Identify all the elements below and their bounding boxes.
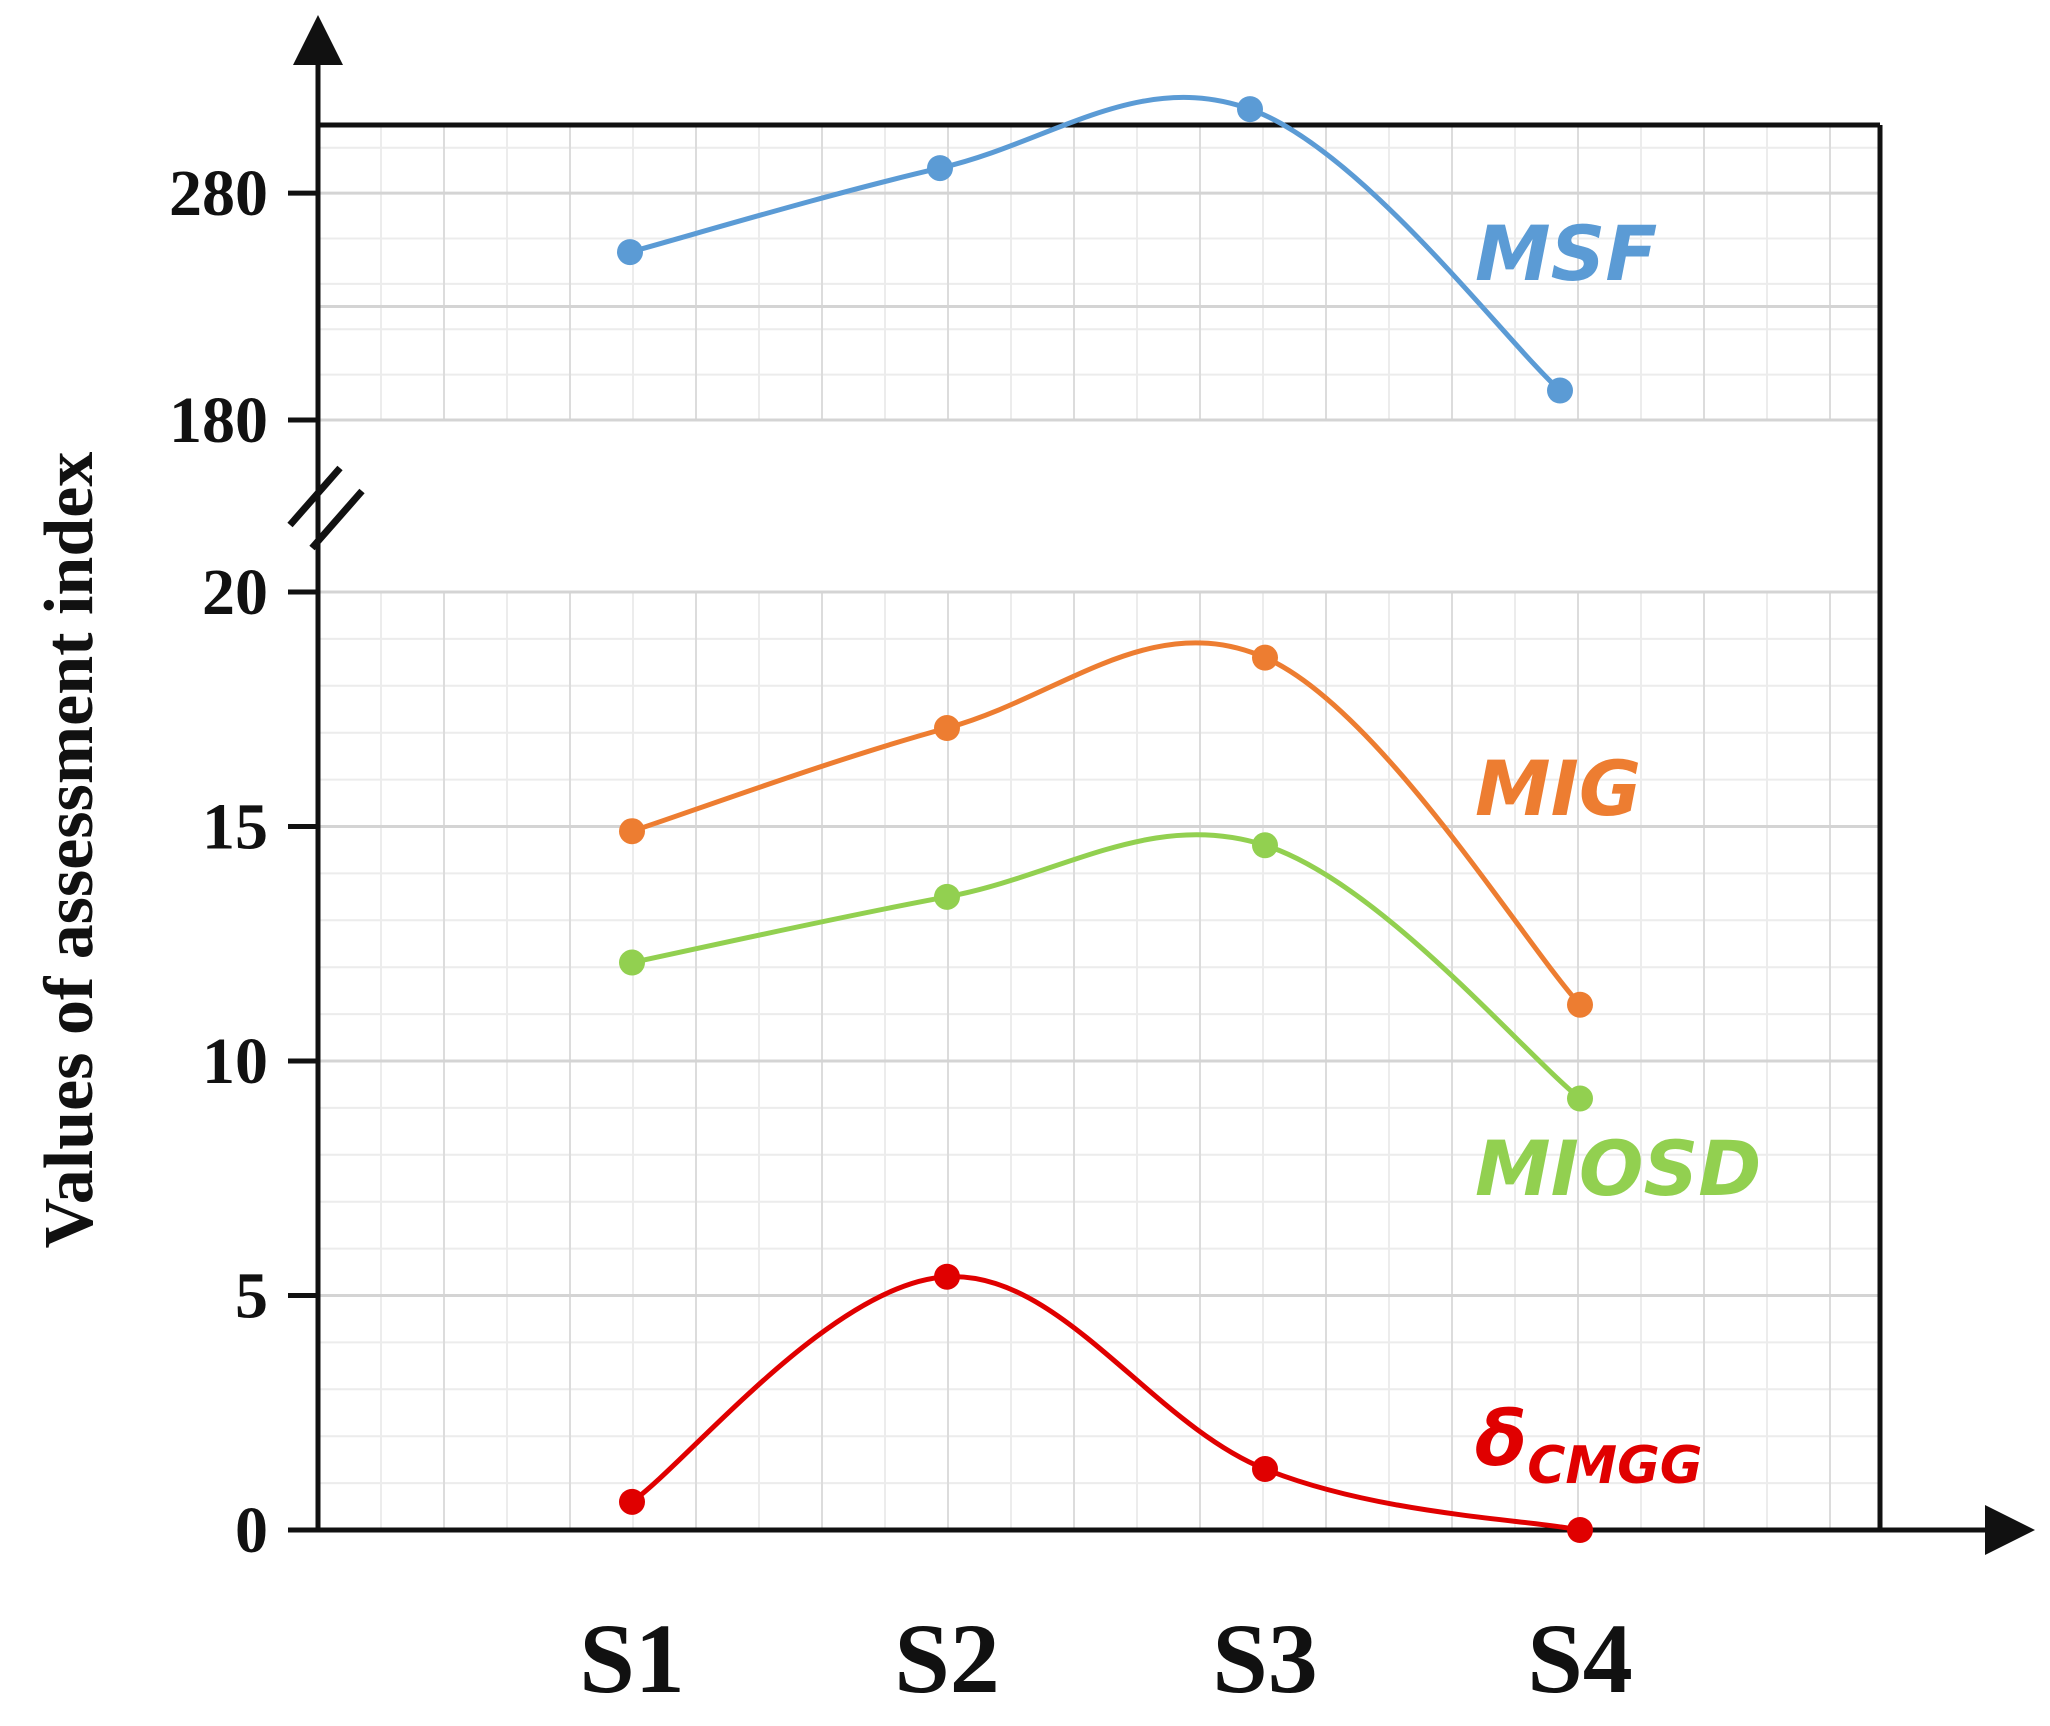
data-point (1567, 1085, 1593, 1112)
data-point (1252, 644, 1278, 671)
y-tick-label: 20 (202, 556, 268, 629)
data-point (1567, 991, 1593, 1018)
x-tick-label: S2 (894, 1603, 1000, 1714)
series-line (629, 94, 1562, 393)
lower-panel-grid (318, 590, 1880, 1532)
y-tick-label: 180 (169, 384, 268, 457)
y-tick-label: 0 (235, 1494, 268, 1567)
data-point (927, 155, 953, 182)
series-label-subscript: CMGG (1527, 1436, 1702, 1496)
data-point (619, 818, 645, 845)
axis-break-marks (287, 465, 365, 551)
x-tick-label: S1 (579, 1603, 685, 1714)
y-tick-label: 10 (202, 1025, 268, 1098)
y-tick-label: 15 (202, 791, 268, 864)
series-label: δCMGG (1475, 1394, 1703, 1496)
data-point (1252, 1456, 1278, 1483)
series-mig: MIG (619, 640, 1641, 1018)
series-line (630, 1274, 1581, 1533)
upper-panel-grid (318, 125, 1880, 422)
series-msf: MSF (617, 94, 1657, 404)
series-line (631, 832, 1582, 1101)
upper-y-ticks: 180 280 (169, 157, 318, 457)
series-line (631, 640, 1582, 1007)
data-point (934, 715, 960, 742)
data-point (934, 883, 960, 910)
series-label: MIG (1475, 744, 1641, 833)
data-point (1547, 377, 1573, 404)
series-miosd: MIOSD (619, 832, 1761, 1213)
series-label: MSF (1475, 209, 1657, 298)
y-tick-label: 5 (235, 1260, 268, 1333)
data-point (617, 239, 643, 266)
series-label: MIOSD (1475, 1124, 1761, 1213)
series-delta-cmgg: δCMGG (619, 1263, 1703, 1543)
data-point (619, 949, 645, 976)
lower-y-ticks: 0 5 10 15 20 (202, 556, 318, 1567)
y-axis-title: Values of assessment index (31, 452, 108, 1249)
data-point (1237, 96, 1263, 123)
data-point (619, 1488, 645, 1515)
series-layer: MSF MIG MIOSD δCMGG (617, 94, 1761, 1543)
y-tick-label: 280 (169, 157, 268, 230)
data-point (1252, 832, 1278, 859)
x-tick-label: S3 (1212, 1603, 1318, 1714)
data-point (934, 1263, 960, 1290)
data-point (1567, 1517, 1593, 1543)
x-tick-labels: S1 S2 S3 S4 (579, 1603, 1633, 1714)
x-tick-label: S4 (1527, 1603, 1633, 1714)
